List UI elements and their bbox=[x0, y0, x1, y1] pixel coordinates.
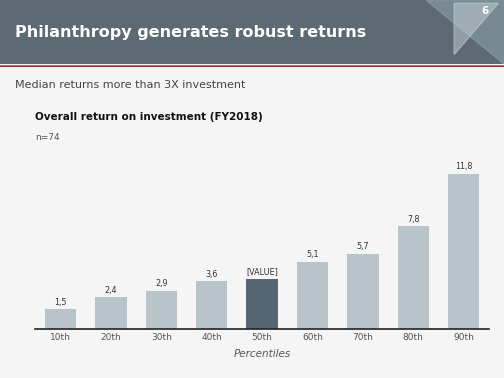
Text: 11,8: 11,8 bbox=[455, 162, 472, 171]
Text: Overall return on investment (FY2018): Overall return on investment (FY2018) bbox=[35, 112, 263, 122]
Text: [VALUE]: [VALUE] bbox=[246, 268, 278, 276]
Text: 6: 6 bbox=[482, 6, 489, 15]
Text: 2,9: 2,9 bbox=[155, 279, 168, 288]
Text: Median returns more than 3X investment: Median returns more than 3X investment bbox=[15, 80, 245, 90]
Bar bbox=[196, 282, 227, 329]
Text: Philanthropy generates robust returns: Philanthropy generates robust returns bbox=[15, 25, 366, 40]
Polygon shape bbox=[426, 0, 504, 64]
Bar bbox=[398, 226, 429, 329]
Bar bbox=[246, 279, 278, 329]
Text: 2,4: 2,4 bbox=[105, 286, 117, 295]
Text: n=74: n=74 bbox=[35, 133, 60, 143]
Text: 1,5: 1,5 bbox=[54, 298, 67, 307]
X-axis label: Percentiles: Percentiles bbox=[233, 349, 291, 359]
Bar bbox=[146, 291, 177, 329]
Text: 3,6: 3,6 bbox=[206, 270, 218, 279]
Bar bbox=[95, 297, 127, 329]
Text: 7,8: 7,8 bbox=[407, 215, 419, 224]
Polygon shape bbox=[454, 3, 498, 54]
Bar bbox=[347, 254, 379, 329]
Text: 5,1: 5,1 bbox=[306, 250, 319, 259]
Bar bbox=[297, 262, 328, 329]
Bar bbox=[45, 309, 76, 329]
Bar bbox=[448, 174, 479, 329]
Text: 5,7: 5,7 bbox=[356, 242, 369, 251]
